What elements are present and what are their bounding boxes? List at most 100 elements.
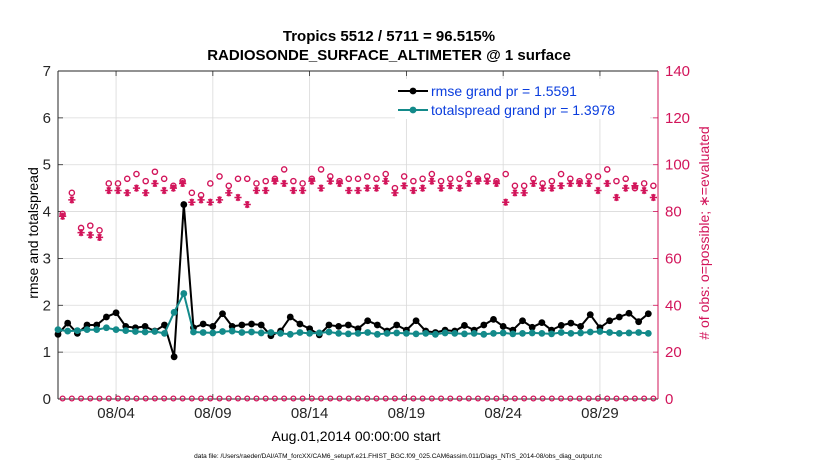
obs-possible-point — [400, 173, 408, 180]
spread-legend-label: totalspread grand pr = 1.3978 — [431, 102, 615, 118]
spread-point — [190, 328, 197, 336]
rmse-point — [615, 313, 623, 321]
obs-evaluated-point — [529, 179, 537, 188]
obs-evaluated-point — [160, 186, 168, 195]
obs-zero-point — [299, 395, 306, 402]
obs-evaluated-point — [585, 179, 593, 188]
rmse-point — [286, 313, 294, 321]
rmse-point — [296, 320, 304, 328]
rmse-point — [344, 321, 352, 329]
obs-evaluated-point — [105, 186, 113, 195]
spread-point — [577, 329, 584, 337]
plot-background — [58, 71, 658, 399]
obs-zero-point — [447, 395, 454, 402]
obs-possible-point — [216, 173, 223, 180]
obs-zero-point — [271, 395, 278, 402]
obs-zero-point — [493, 395, 500, 402]
rmse-point — [199, 320, 207, 328]
spread-point — [267, 329, 275, 336]
spread-point — [606, 329, 614, 336]
obs-evaluated-point — [382, 177, 390, 185]
obs-possible-point — [410, 177, 417, 185]
y-tick-label-left: 3 — [43, 250, 51, 267]
spread-point — [209, 329, 217, 337]
obs-zero-point — [391, 395, 398, 402]
obs-zero-point — [327, 395, 334, 402]
obs-evaluated-point — [289, 186, 297, 195]
rmse-point — [180, 201, 188, 208]
spread-point — [364, 329, 372, 336]
obs-zero-point — [308, 395, 315, 402]
spread-point — [296, 329, 304, 336]
obs-possible-point — [133, 170, 140, 178]
y-tick-label-right: 80 — [665, 204, 682, 221]
rmse-point — [238, 321, 246, 329]
rmse-point — [625, 309, 633, 317]
obs-evaluated-point — [252, 186, 261, 195]
obs-evaluated-point — [612, 193, 621, 202]
obs-evaluated-point — [68, 196, 76, 204]
obs-zero-point — [281, 395, 288, 402]
spread-point — [73, 327, 81, 334]
obs-zero-point — [96, 395, 103, 402]
obs-possible-point — [428, 170, 436, 178]
obs-possible-point — [557, 170, 565, 178]
spread-point — [402, 330, 410, 337]
obs-possible-point — [456, 175, 463, 183]
spread-point — [548, 330, 555, 338]
rmse-point — [412, 317, 420, 325]
spread-point — [180, 290, 188, 297]
obs-possible-point — [585, 173, 593, 180]
obs-zero-point — [576, 395, 583, 402]
rmse-point — [112, 309, 120, 317]
y-tick-label-left: 2 — [43, 297, 51, 314]
obs-evaluated-point — [622, 184, 630, 192]
obs-zero-point — [114, 395, 122, 402]
obs-possible-point — [317, 166, 325, 173]
obs-evaluated-point — [474, 177, 482, 185]
obs-zero-point — [530, 395, 537, 402]
obs-zero-point — [382, 395, 389, 402]
obs-evaluated-point — [640, 186, 648, 195]
rmse-point — [219, 310, 226, 318]
plot-area — [54, 166, 657, 402]
y-tick-label-left: 6 — [43, 110, 51, 127]
obs-evaluated-point — [335, 179, 344, 188]
obs-zero-point — [410, 395, 417, 402]
rmse-point — [577, 322, 584, 330]
spread-point — [315, 329, 323, 337]
obs-zero-point — [484, 395, 491, 402]
obs-zero-point — [142, 395, 149, 402]
obs-possible-point — [243, 175, 251, 183]
rmse-point — [228, 322, 236, 330]
rmse-point — [393, 321, 401, 329]
rmse-point — [480, 321, 488, 329]
obs-zero-point — [124, 395, 131, 402]
obs-evaluated-point — [603, 179, 611, 188]
obs-evaluated-point — [649, 193, 657, 202]
obs-evaluated-point — [243, 200, 251, 209]
obs-zero-point — [188, 395, 195, 402]
obs-possible-point — [363, 173, 371, 180]
rmse-point — [141, 322, 149, 330]
y-tick-label-right: 60 — [665, 250, 682, 267]
y-tick-label-right: 140 — [665, 63, 690, 80]
rmse-point — [538, 319, 546, 327]
y-tick-label-left: 7 — [43, 63, 51, 80]
spread-point — [141, 328, 149, 336]
spread-point — [422, 330, 430, 337]
obs-zero-point — [105, 395, 112, 402]
obs-evaluated-point — [502, 198, 510, 206]
spread-point — [538, 330, 546, 337]
obs-zero-point — [594, 395, 602, 402]
obs-possible-point — [465, 170, 473, 178]
rmse-point — [606, 317, 614, 325]
y-axis-label-left: rmse and totalspread — [25, 167, 41, 299]
obs-possible-point — [613, 177, 620, 185]
chart-subtitle: RADIOSONDE_SURFACE_ALTIMETER @ 1 surface — [207, 47, 571, 64]
obs-zero-point — [631, 395, 638, 402]
obs-evaluated-point — [262, 186, 270, 195]
obs-evaluated-point — [520, 189, 528, 197]
spread-point — [306, 330, 314, 337]
rmse-point — [557, 322, 565, 329]
